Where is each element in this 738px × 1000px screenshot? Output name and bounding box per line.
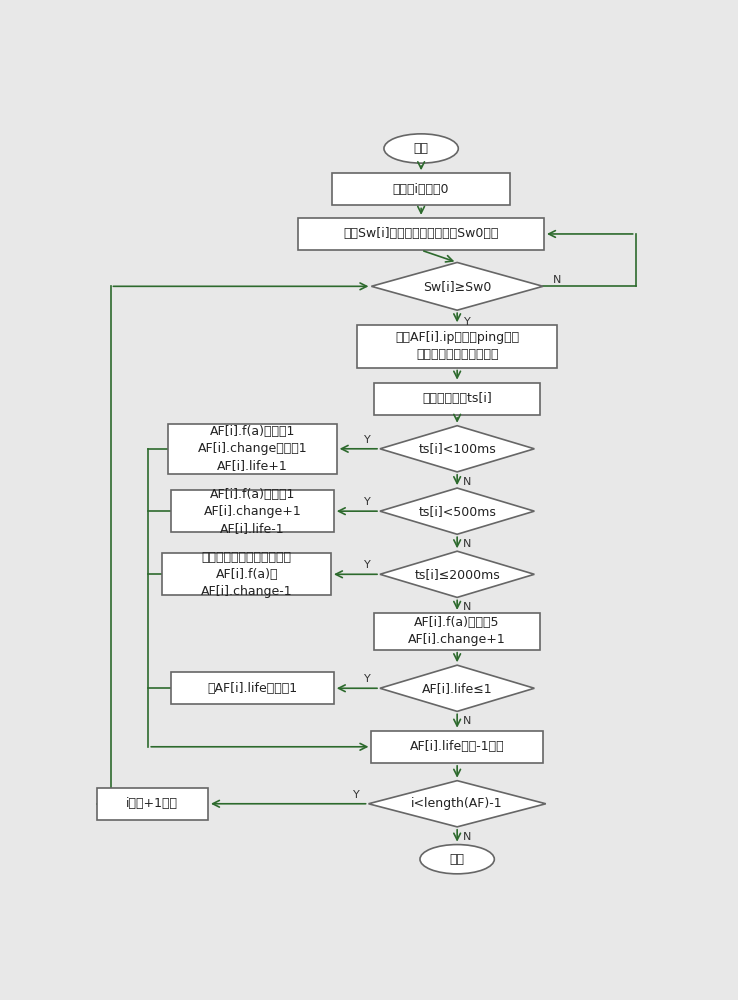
Text: 将变量i赋值为0: 将变量i赋值为0 [393,183,449,196]
Ellipse shape [420,845,494,874]
Text: 根据Sw[i]值，与扫描基准权值Sw0比较: 根据Sw[i]值，与扫描基准权值Sw0比较 [343,227,499,240]
Text: 将AF[i].life赋值为1: 将AF[i].life赋值为1 [207,682,297,695]
FancyBboxPatch shape [374,383,540,415]
FancyBboxPatch shape [171,490,334,532]
Polygon shape [368,781,546,827]
Text: 结束: 结束 [449,853,465,866]
Text: 开始: 开始 [413,142,429,155]
Text: AF[i].f(a)赋值为5
AF[i].change+1: AF[i].f(a)赋值为5 AF[i].change+1 [408,616,506,646]
Text: Y: Y [364,560,370,570]
Text: N: N [463,602,472,612]
Text: 根据公式计算出自适应因子
AF[i].f(a)，
AF[i].change-1: 根据公式计算出自适应因子 AF[i].f(a)， AF[i].change-1 [201,551,292,598]
FancyBboxPatch shape [371,731,543,763]
Text: N: N [463,477,472,487]
Text: Y: Y [364,497,370,507]
Text: AF[i].f(a)赋值为1
AF[i].change+1
AF[i].life-1: AF[i].f(a)赋值为1 AF[i].change+1 AF[i].life… [204,488,301,535]
Text: N: N [553,275,562,285]
Text: 读取AF[i].ip，使用ping命令
，探测该地址的存活情况: 读取AF[i].ip，使用ping命令 ，探测该地址的存活情况 [395,331,520,361]
Polygon shape [371,262,543,310]
Polygon shape [380,665,534,711]
Polygon shape [380,551,534,597]
Text: Y: Y [464,317,471,327]
Text: N: N [463,539,472,549]
Text: AF[i].life≤1: AF[i].life≤1 [422,682,492,695]
Text: Y: Y [353,790,359,800]
Polygon shape [380,488,534,534]
Polygon shape [380,426,534,472]
FancyBboxPatch shape [162,553,331,595]
FancyBboxPatch shape [332,173,510,205]
FancyBboxPatch shape [298,218,544,250]
Text: Y: Y [364,435,370,445]
Text: ts[i]<500ms: ts[i]<500ms [418,505,496,518]
Text: 记录返回时间ts[i]: 记录返回时间ts[i] [422,392,492,405]
FancyBboxPatch shape [168,424,337,474]
FancyBboxPatch shape [171,672,334,704]
Text: i<length(AF)-1: i<length(AF)-1 [411,797,503,810]
Text: ts[i]≤2000ms: ts[i]≤2000ms [414,568,500,581]
Text: i执行+1操作: i执行+1操作 [126,797,179,810]
Text: AF[i].life执行-1操作: AF[i].life执行-1操作 [410,740,505,753]
Text: N: N [463,716,472,726]
Text: Sw[i]≥Sw0: Sw[i]≥Sw0 [423,280,492,293]
FancyBboxPatch shape [97,788,208,820]
Text: N: N [463,832,472,842]
FancyBboxPatch shape [374,613,540,650]
Text: Y: Y [364,674,370,684]
FancyBboxPatch shape [357,325,557,368]
Text: ts[i]<100ms: ts[i]<100ms [418,442,496,455]
Text: AF[i].f(a)赋值为1
AF[i].change赋值为1
AF[i].life+1: AF[i].f(a)赋值为1 AF[i].change赋值为1 AF[i].li… [198,425,307,472]
Ellipse shape [384,134,458,163]
